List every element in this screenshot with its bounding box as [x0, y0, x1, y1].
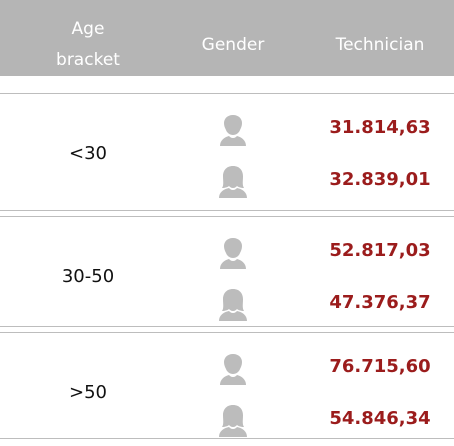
header-row: Age bracket Gender Technician [0, 0, 454, 76]
male-icon [216, 112, 250, 146]
salary-value: 32.839,01 [329, 169, 431, 190]
male-icon [216, 351, 250, 385]
person-icon [220, 238, 246, 269]
age-bracket: 30-50 [61, 266, 115, 287]
person-icon [219, 405, 247, 437]
header-gender: Gender [201, 35, 265, 55]
person-icon [220, 354, 246, 385]
person-icon [219, 289, 247, 321]
person-icon [219, 166, 247, 198]
separator [0, 438, 454, 439]
female-icon [216, 403, 250, 437]
header-age: Age bracket [56, 19, 120, 70]
salary-value: 52.817,03 [329, 240, 431, 261]
header-technician: Technician [335, 35, 425, 55]
age-bracket: <30 [69, 143, 107, 164]
separator [0, 332, 454, 333]
person-icon [220, 115, 246, 146]
separator [0, 326, 454, 327]
female-icon [216, 287, 250, 321]
separator [0, 93, 454, 94]
salary-value: 31.814,63 [329, 117, 431, 138]
male-icon [216, 235, 250, 269]
salary-value: 76.715,60 [329, 356, 431, 377]
age-bracket: >50 [69, 382, 107, 403]
separator [0, 210, 454, 211]
female-icon [216, 164, 250, 198]
separator [0, 216, 454, 217]
salary-value: 47.376,37 [329, 292, 431, 313]
salary-value: 54.846,34 [329, 408, 431, 429]
